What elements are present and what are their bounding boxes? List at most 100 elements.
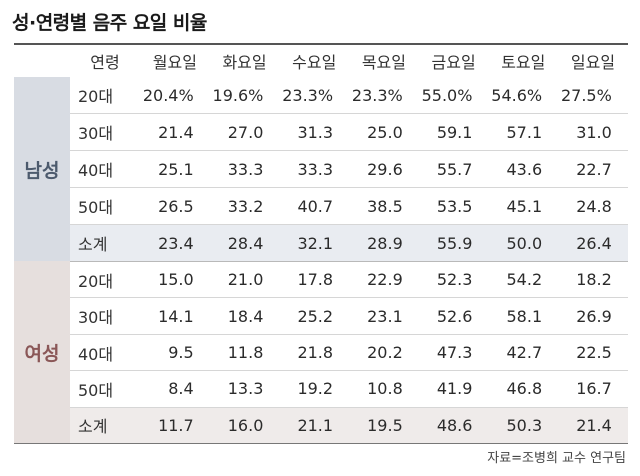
female-label: 여성 (14, 261, 70, 443)
value-cell: 47.3 (436, 343, 473, 363)
value-cell: 21.8 (297, 343, 334, 363)
value-cell: 21.4 (576, 415, 612, 435)
table-row: 소계 11.7 16.0 21.1 19.5 48.6 50.3 21.4 (70, 406, 628, 444)
value-cell: 19.6% (212, 85, 264, 105)
table-header: 연령 월요일 화요일 수요일 목요일 금요일 토요일 일요일 (14, 45, 628, 77)
value-cell: 15.0 (158, 270, 194, 290)
female-group: 여성 20대 15.0 21.0 17.8 22.9 52.3 54.2 18.2 30대 14.… (14, 261, 628, 444)
value-cell: 20.4% (142, 85, 194, 105)
value-cell: 16.0 (227, 415, 264, 435)
value-cell: 20.2 (367, 343, 403, 363)
value-cell: 33.3 (297, 159, 334, 179)
table-row: 20대 15.0 21.0 17.8 22.9 52.3 54.2 18.2 (70, 261, 628, 297)
header-day: 목요일 (361, 53, 406, 72)
value-cell: 48.6 (436, 415, 473, 435)
table-row: 30대 21.4 27.0 31.3 25.0 59.1 57.1 31.0 (70, 113, 628, 150)
value-cell: 10.8 (367, 379, 403, 399)
value-cell: 55.7 (436, 159, 473, 179)
table-row: 40대 25.1 33.3 33.3 29.6 55.7 43.6 22.7 (70, 150, 628, 187)
header-day: 월요일 (152, 53, 197, 72)
value-cell: 54.6% (491, 85, 543, 105)
value-cell: 19.2 (297, 379, 334, 399)
value-cell: 32.1 (297, 233, 334, 253)
header-day: 금요일 (431, 53, 476, 72)
value-cell: 50.0 (506, 233, 543, 253)
value-cell: 25.1 (158, 159, 194, 179)
age-cell: 50대 (78, 198, 114, 217)
value-cell: 23.4 (158, 233, 194, 253)
value-cell: 41.9 (436, 379, 473, 399)
table-row: 소계 23.4 28.4 32.1 28.9 55.9 50.0 26.4 (70, 224, 628, 261)
age-cell: 40대 (78, 161, 114, 180)
table-row: 40대 9.5 11.8 21.8 20.2 47.3 42.7 22.5 (70, 333, 628, 370)
table-row: 30대 14.1 18.4 25.2 23.1 52.6 58.1 26.9 (70, 297, 628, 333)
value-cell: 22.9 (367, 270, 403, 290)
header-gender-spacer (14, 45, 70, 77)
value-cell: 29.6 (367, 159, 403, 179)
age-cell: 20대 (78, 271, 114, 291)
value-cell: 8.4 (168, 379, 194, 399)
value-cell: 17.8 (297, 270, 334, 290)
value-cell: 11.7 (158, 415, 194, 435)
bottom-rule (14, 443, 628, 444)
value-cell: 14.1 (158, 306, 194, 326)
value-cell: 55.0% (421, 85, 473, 105)
value-cell: 33.3 (227, 159, 264, 179)
female-rows: 20대 15.0 21.0 17.8 22.9 52.3 54.2 18.2 30대 14.1 18… (70, 261, 628, 444)
value-cell: 9.5 (168, 343, 194, 363)
header-day: 화요일 (222, 53, 267, 72)
value-cell: 27.5% (560, 85, 612, 105)
value-cell: 50.3 (506, 415, 543, 435)
value-cell: 40.7 (297, 196, 334, 216)
age-cell: 30대 (78, 124, 114, 143)
header-day: 일요일 (570, 53, 616, 72)
value-cell: 23.3% (282, 85, 334, 105)
value-cell: 21.1 (297, 415, 334, 435)
value-cell: 45.1 (506, 196, 543, 216)
value-cell: 26.9 (576, 306, 612, 326)
value-cell: 31.0 (576, 122, 612, 142)
value-cell: 11.8 (227, 343, 264, 363)
value-cell: 26.5 (158, 196, 194, 216)
value-cell: 38.5 (367, 196, 403, 216)
value-cell: 46.8 (506, 379, 543, 399)
value-cell: 33.2 (227, 196, 264, 216)
value-cell: 21.4 (158, 122, 194, 142)
value-cell: 13.3 (227, 379, 264, 399)
header-day: 수요일 (292, 53, 337, 72)
male-rows: 20대 20.4% 19.6% 23.3% 23.3% 55.0% 54.6% 27.5% 30… (70, 77, 628, 261)
value-cell: 24.8 (576, 196, 612, 216)
header-age: 연령 (90, 53, 120, 72)
value-cell: 53.5 (436, 196, 473, 216)
value-cell: 52.6 (436, 306, 473, 326)
value-cell: 19.5 (367, 415, 403, 435)
value-cell: 55.9 (436, 233, 473, 253)
value-cell: 52.3 (436, 270, 473, 290)
value-cell: 28.4 (227, 233, 264, 253)
value-cell: 57.1 (506, 122, 543, 142)
age-cell: 20대 (78, 87, 114, 106)
value-cell: 42.7 (506, 343, 543, 363)
value-cell: 59.1 (436, 122, 473, 142)
header-day: 토요일 (501, 53, 546, 72)
male-group: 남성 20대 20.4% 19.6% 23.3% 23.3% 55.0% 54.6% 27.5… (14, 77, 628, 261)
value-cell: 23.3% (351, 85, 403, 105)
page-title: 성·연령별 음주 요일 비율 (12, 12, 207, 34)
value-cell: 28.9 (367, 233, 403, 253)
age-cell: 소계 (78, 235, 108, 254)
age-cell: 소계 (78, 417, 108, 437)
table-row: 20대 20.4% 19.6% 23.3% 23.3% 55.0% 54.6% 27.5% (70, 77, 628, 113)
value-cell: 16.7 (576, 379, 612, 399)
value-cell: 26.4 (576, 233, 612, 253)
value-cell: 58.1 (506, 306, 543, 326)
table-row: 50대 26.5 33.2 40.7 38.5 53.5 45.1 24.8 (70, 187, 628, 224)
source-note: 자료=조병희 교수 연구팀 (487, 451, 626, 466)
value-cell: 25.0 (367, 122, 403, 142)
age-cell: 30대 (78, 308, 114, 328)
value-cell: 22.7 (576, 159, 612, 179)
value-cell: 18.2 (576, 270, 612, 290)
age-cell: 40대 (78, 344, 114, 364)
value-cell: 27.0 (227, 122, 264, 142)
table-row: 50대 8.4 13.3 19.2 10.8 41.9 46.8 16.7 (70, 370, 628, 406)
